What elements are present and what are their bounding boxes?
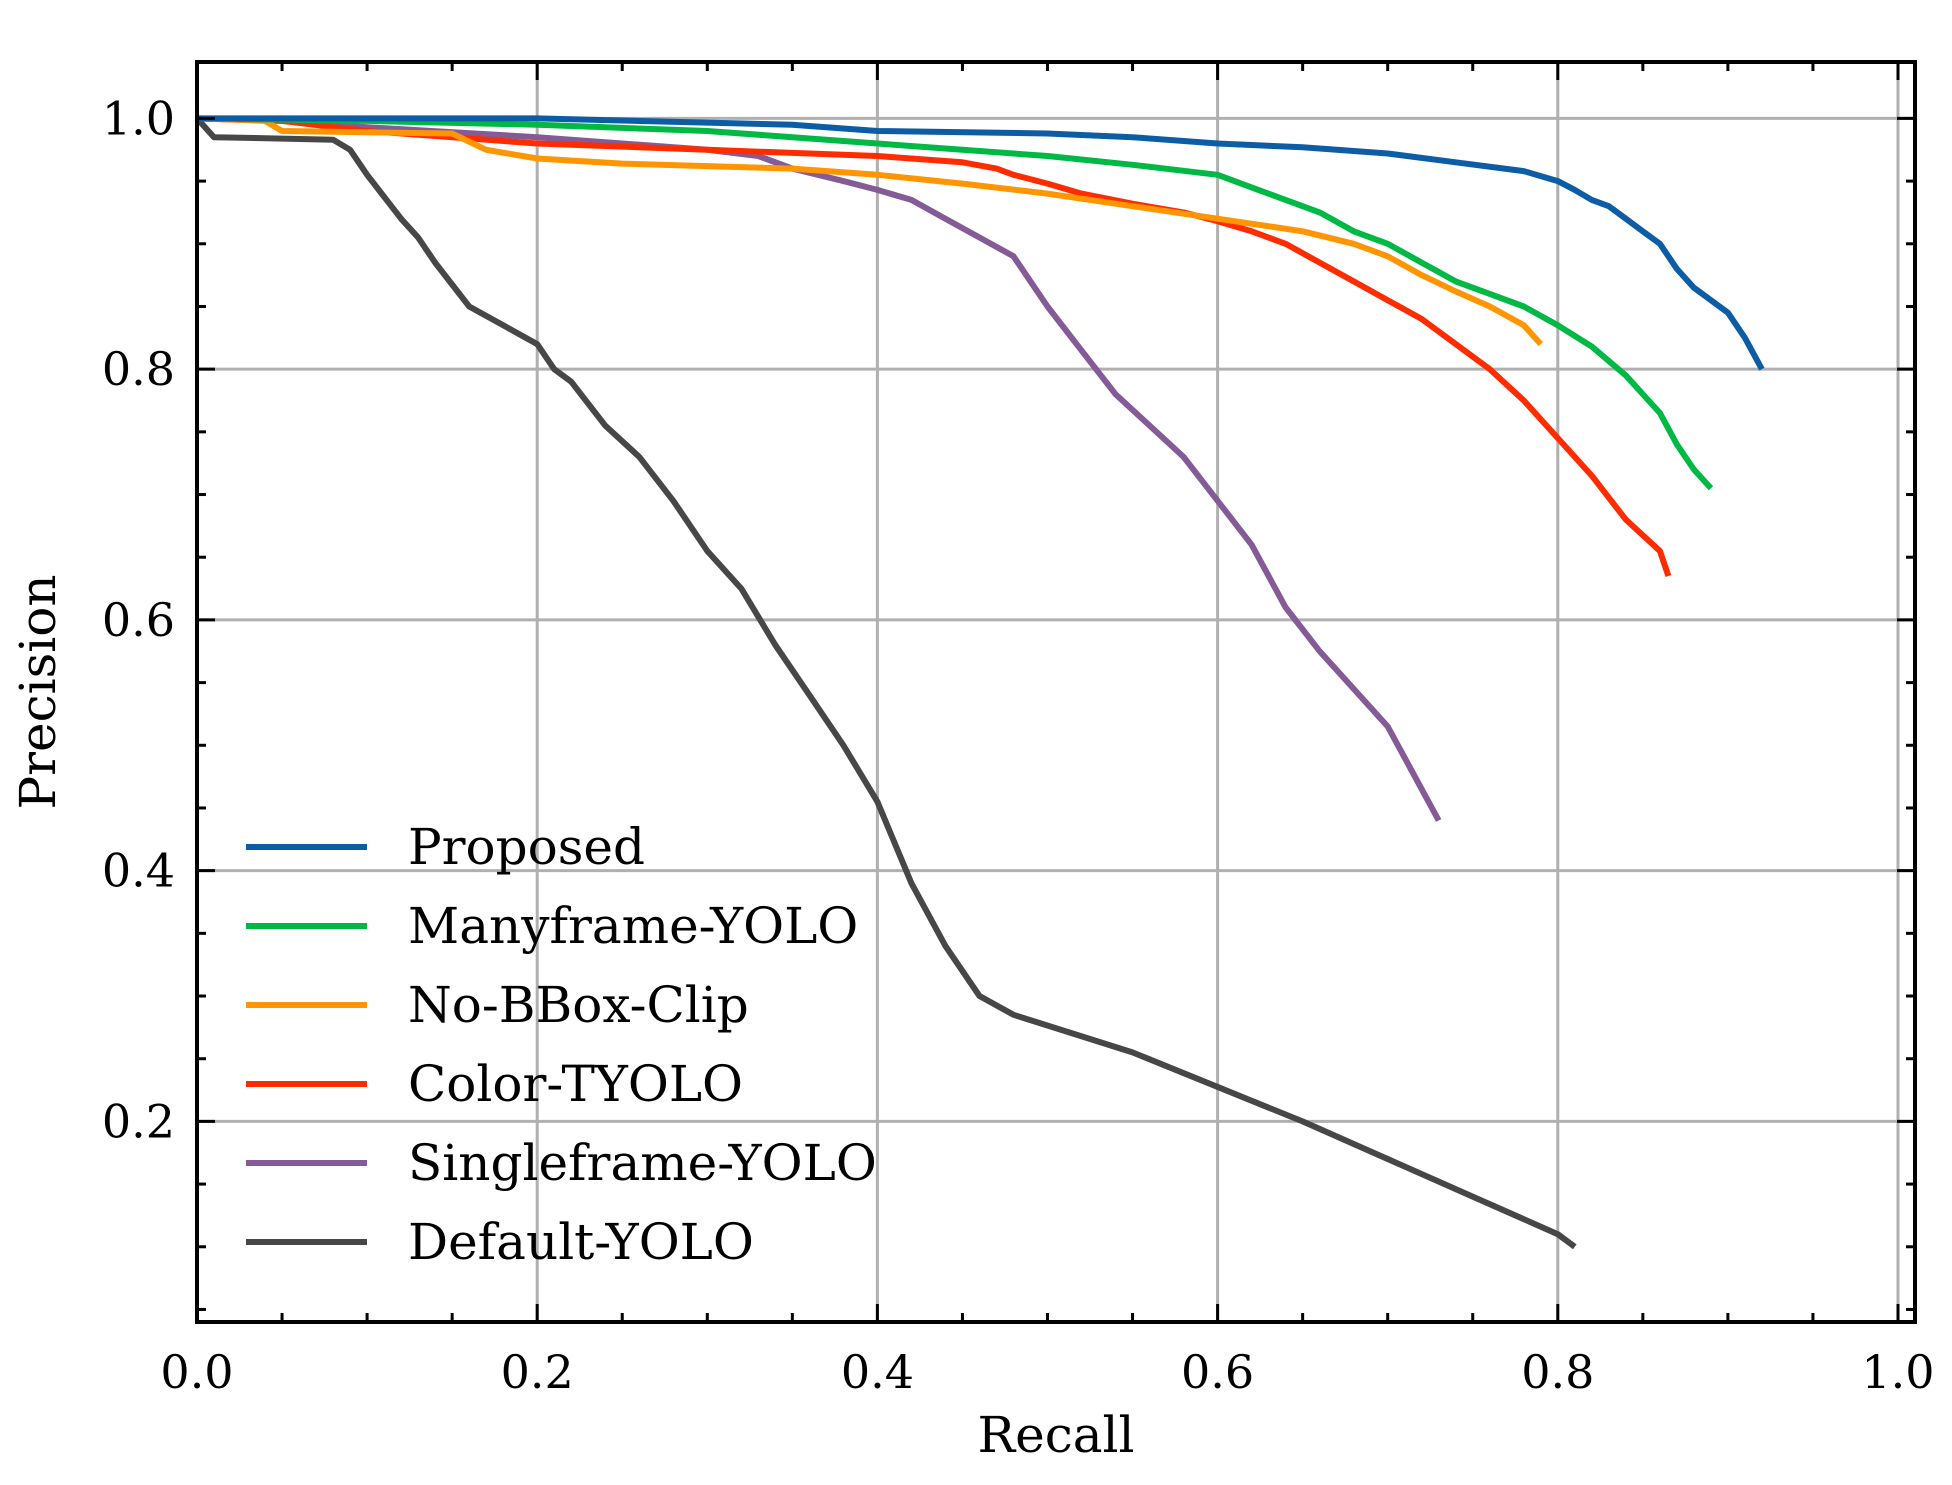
series-line-proposed (197, 115, 1765, 371)
x-tick-label: 0.2 (501, 1345, 574, 1399)
y-tick-label: 0.4 (102, 844, 175, 898)
legend: Proposed Manyframe-YOLO No-BBox-Clip Color-… (246, 818, 877, 1271)
y-axis-label: Precision (9, 574, 67, 809)
legend-label: Color-TYOLO (408, 1055, 743, 1113)
y-tick-label: 1.0 (102, 91, 175, 145)
series-lines (194, 115, 1765, 1250)
legend-label: Proposed (408, 818, 645, 876)
legend-label: Manyframe-YOLO (408, 897, 858, 955)
y-tick-label: 0.6 (102, 593, 175, 647)
series-line-color-tyolo (196, 115, 1672, 577)
y-tick-labels: 0.2 0.4 0.6 0.8 1.0 (102, 91, 175, 1148)
x-axis-label: Recall (977, 1406, 1134, 1464)
series-line-no-bbox-clip (196, 115, 1544, 347)
x-tick-label: 0.4 (841, 1345, 914, 1399)
ticks (195, 62, 1915, 1322)
y-tick-label: 0.8 (102, 342, 175, 396)
series-line-manyframe-yolo (196, 115, 1714, 491)
grid (197, 62, 1915, 1322)
legend-label: Singleframe-YOLO (408, 1134, 877, 1192)
legend-label: Default-YOLO (408, 1213, 754, 1271)
x-tick-label: 1.0 (1861, 1345, 1934, 1399)
x-tick-label: 0.8 (1521, 1345, 1594, 1399)
y-tick-label: 0.2 (102, 1094, 175, 1148)
x-tick-label: 0.0 (160, 1345, 233, 1399)
legend-label: No-BBox-Clip (408, 976, 749, 1034)
series-line-default-yolo (194, 116, 1577, 1250)
x-tick-label: 0.6 (1181, 1345, 1254, 1399)
plot-frame (195, 60, 1917, 1324)
x-tick-labels: 0.0 0.2 0.4 0.6 0.8 1.0 (160, 1345, 1934, 1399)
